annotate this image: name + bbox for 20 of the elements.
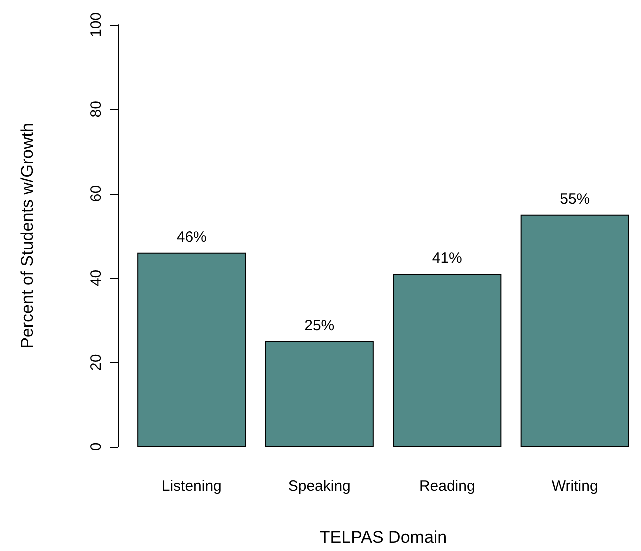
y-tick-label: 80	[88, 101, 105, 118]
x-tick-label: Reading	[419, 478, 476, 495]
bar	[393, 274, 502, 447]
x-axis-title: TELPAS Domain	[320, 528, 448, 547]
y-tick-label: 60	[88, 185, 105, 202]
data-label: 25%	[304, 318, 335, 334]
x-tick-label: Speaking	[288, 478, 351, 495]
bar	[265, 342, 374, 447]
data-label: 41%	[432, 250, 462, 267]
y-tick-label: 20	[88, 354, 105, 371]
data-label: 46%	[176, 228, 207, 246]
bar	[520, 214, 630, 447]
bar	[138, 252, 246, 447]
x-tick-label: Writing	[552, 478, 598, 495]
y-tick-label: 0	[88, 442, 105, 452]
data-label: 55%	[560, 190, 590, 208]
y-tick-label: 40	[88, 270, 105, 287]
x-tick-label: Listening	[162, 478, 222, 495]
y-axis-title: Percent of Students w/Growth	[18, 123, 37, 349]
y-tick-label: 100	[88, 12, 105, 38]
